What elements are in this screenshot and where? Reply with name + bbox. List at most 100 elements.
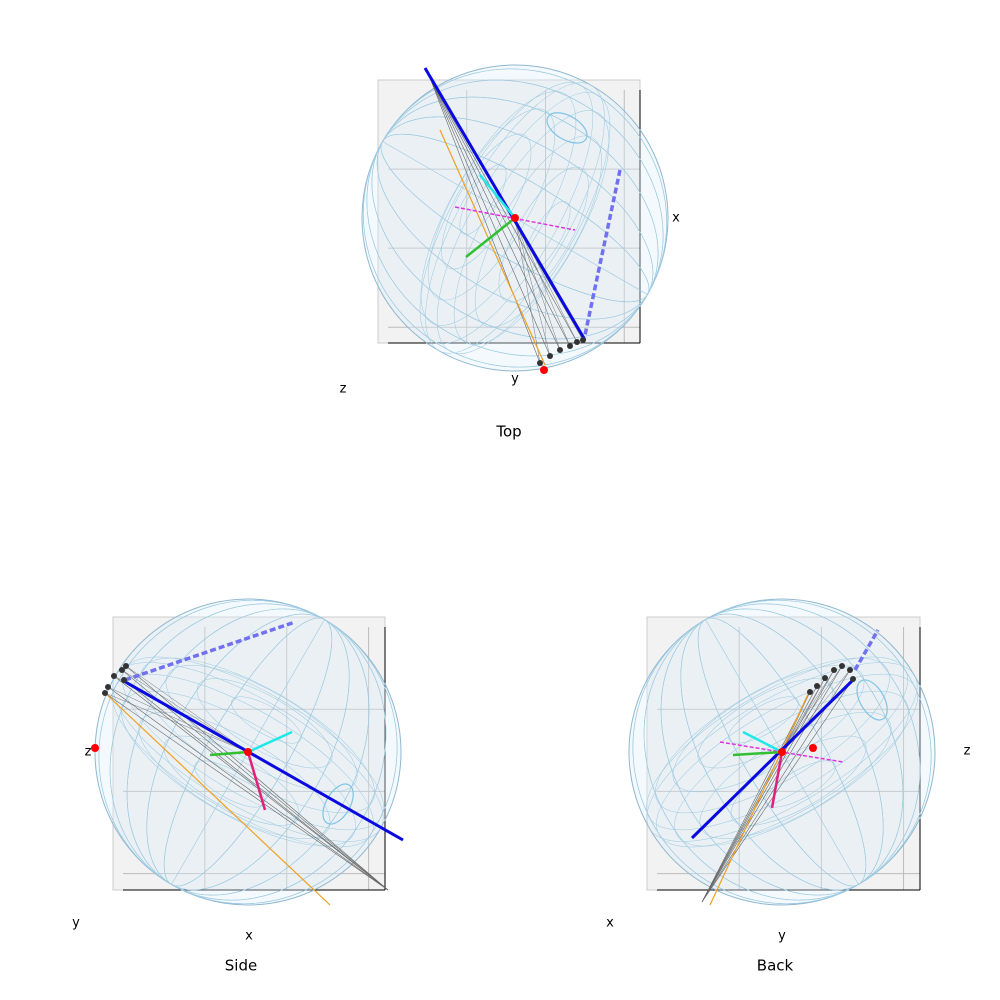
line	[701, 678, 854, 903]
axis-label: z	[85, 745, 92, 760]
point	[847, 667, 853, 673]
wireframe	[730, 735, 867, 826]
wireframe	[765, 760, 836, 808]
wireframe	[121, 690, 356, 847]
point	[567, 343, 573, 349]
point	[580, 337, 586, 343]
line	[742, 730, 783, 754]
wireframe	[546, 112, 588, 144]
wireframe	[697, 678, 834, 769]
wireframe	[498, 166, 589, 303]
point	[574, 339, 580, 345]
wireframe	[646, 656, 908, 831]
point	[807, 689, 813, 695]
line	[429, 77, 551, 357]
line	[690, 676, 857, 840]
panel-side: Side x y z	[72, 598, 404, 975]
line	[246, 751, 267, 811]
wireframe	[362, 68, 668, 368]
line	[732, 750, 783, 757]
point	[537, 360, 543, 366]
line	[781, 669, 835, 753]
wireframe	[656, 673, 918, 848]
axis-label: x	[672, 211, 680, 226]
axis-label: y	[778, 929, 786, 944]
axis-label: z	[964, 744, 971, 759]
wireframe	[646, 662, 918, 842]
wireframe	[672, 665, 865, 793]
point	[822, 675, 828, 681]
axis-label: x	[245, 929, 253, 944]
wireframe	[140, 657, 375, 814]
panel-top: Top x y z	[340, 64, 680, 441]
point	[123, 663, 129, 669]
point	[839, 663, 845, 669]
wireframe	[196, 678, 333, 769]
wireframe	[453, 110, 610, 345]
line	[124, 620, 296, 682]
line	[701, 691, 811, 903]
point	[547, 353, 553, 359]
line	[709, 689, 811, 906]
line	[107, 686, 389, 891]
wireframe	[231, 696, 302, 744]
line	[107, 686, 249, 753]
point	[244, 748, 252, 756]
line	[770, 751, 784, 809]
wireframe	[632, 599, 932, 905]
line	[514, 217, 561, 351]
line	[113, 675, 389, 891]
wireframe	[436, 92, 611, 354]
axis-label: y	[72, 916, 80, 931]
line	[701, 665, 843, 903]
wireframe	[425, 82, 605, 354]
line	[429, 77, 561, 351]
wireframe	[428, 108, 556, 301]
panel-title: Side	[225, 957, 257, 975]
point	[814, 683, 820, 689]
line	[429, 77, 571, 347]
point	[778, 748, 786, 756]
point	[111, 673, 117, 679]
line	[439, 129, 546, 366]
point	[102, 690, 108, 696]
line	[781, 665, 843, 753]
line	[514, 217, 551, 357]
wireframe	[419, 82, 594, 344]
point	[540, 366, 548, 374]
wireframe	[523, 201, 571, 272]
point	[511, 214, 519, 222]
line	[125, 665, 389, 891]
line	[429, 77, 578, 343]
wireframe	[674, 690, 909, 847]
line	[583, 169, 622, 336]
line	[429, 77, 541, 364]
wireframe	[163, 735, 300, 826]
line	[104, 692, 389, 891]
axis-label: y	[511, 372, 519, 387]
line	[121, 678, 404, 842]
wireframe	[474, 135, 602, 328]
line	[514, 217, 541, 364]
point	[105, 684, 111, 690]
wireframe	[459, 164, 507, 235]
point	[850, 676, 856, 682]
line	[781, 691, 811, 753]
wireframe	[165, 665, 358, 793]
wireframe	[441, 133, 532, 270]
line	[104, 692, 331, 906]
wireframe	[420, 91, 577, 326]
line	[465, 217, 516, 258]
wireframe	[112, 673, 374, 848]
axis-label: x	[606, 916, 614, 931]
line	[247, 730, 293, 754]
wireframe	[728, 696, 799, 744]
point	[831, 667, 837, 673]
line	[781, 677, 826, 753]
wireframe	[856, 679, 888, 721]
line	[479, 174, 516, 219]
line	[125, 665, 249, 753]
axis-label: z	[340, 382, 347, 397]
line	[781, 685, 818, 753]
